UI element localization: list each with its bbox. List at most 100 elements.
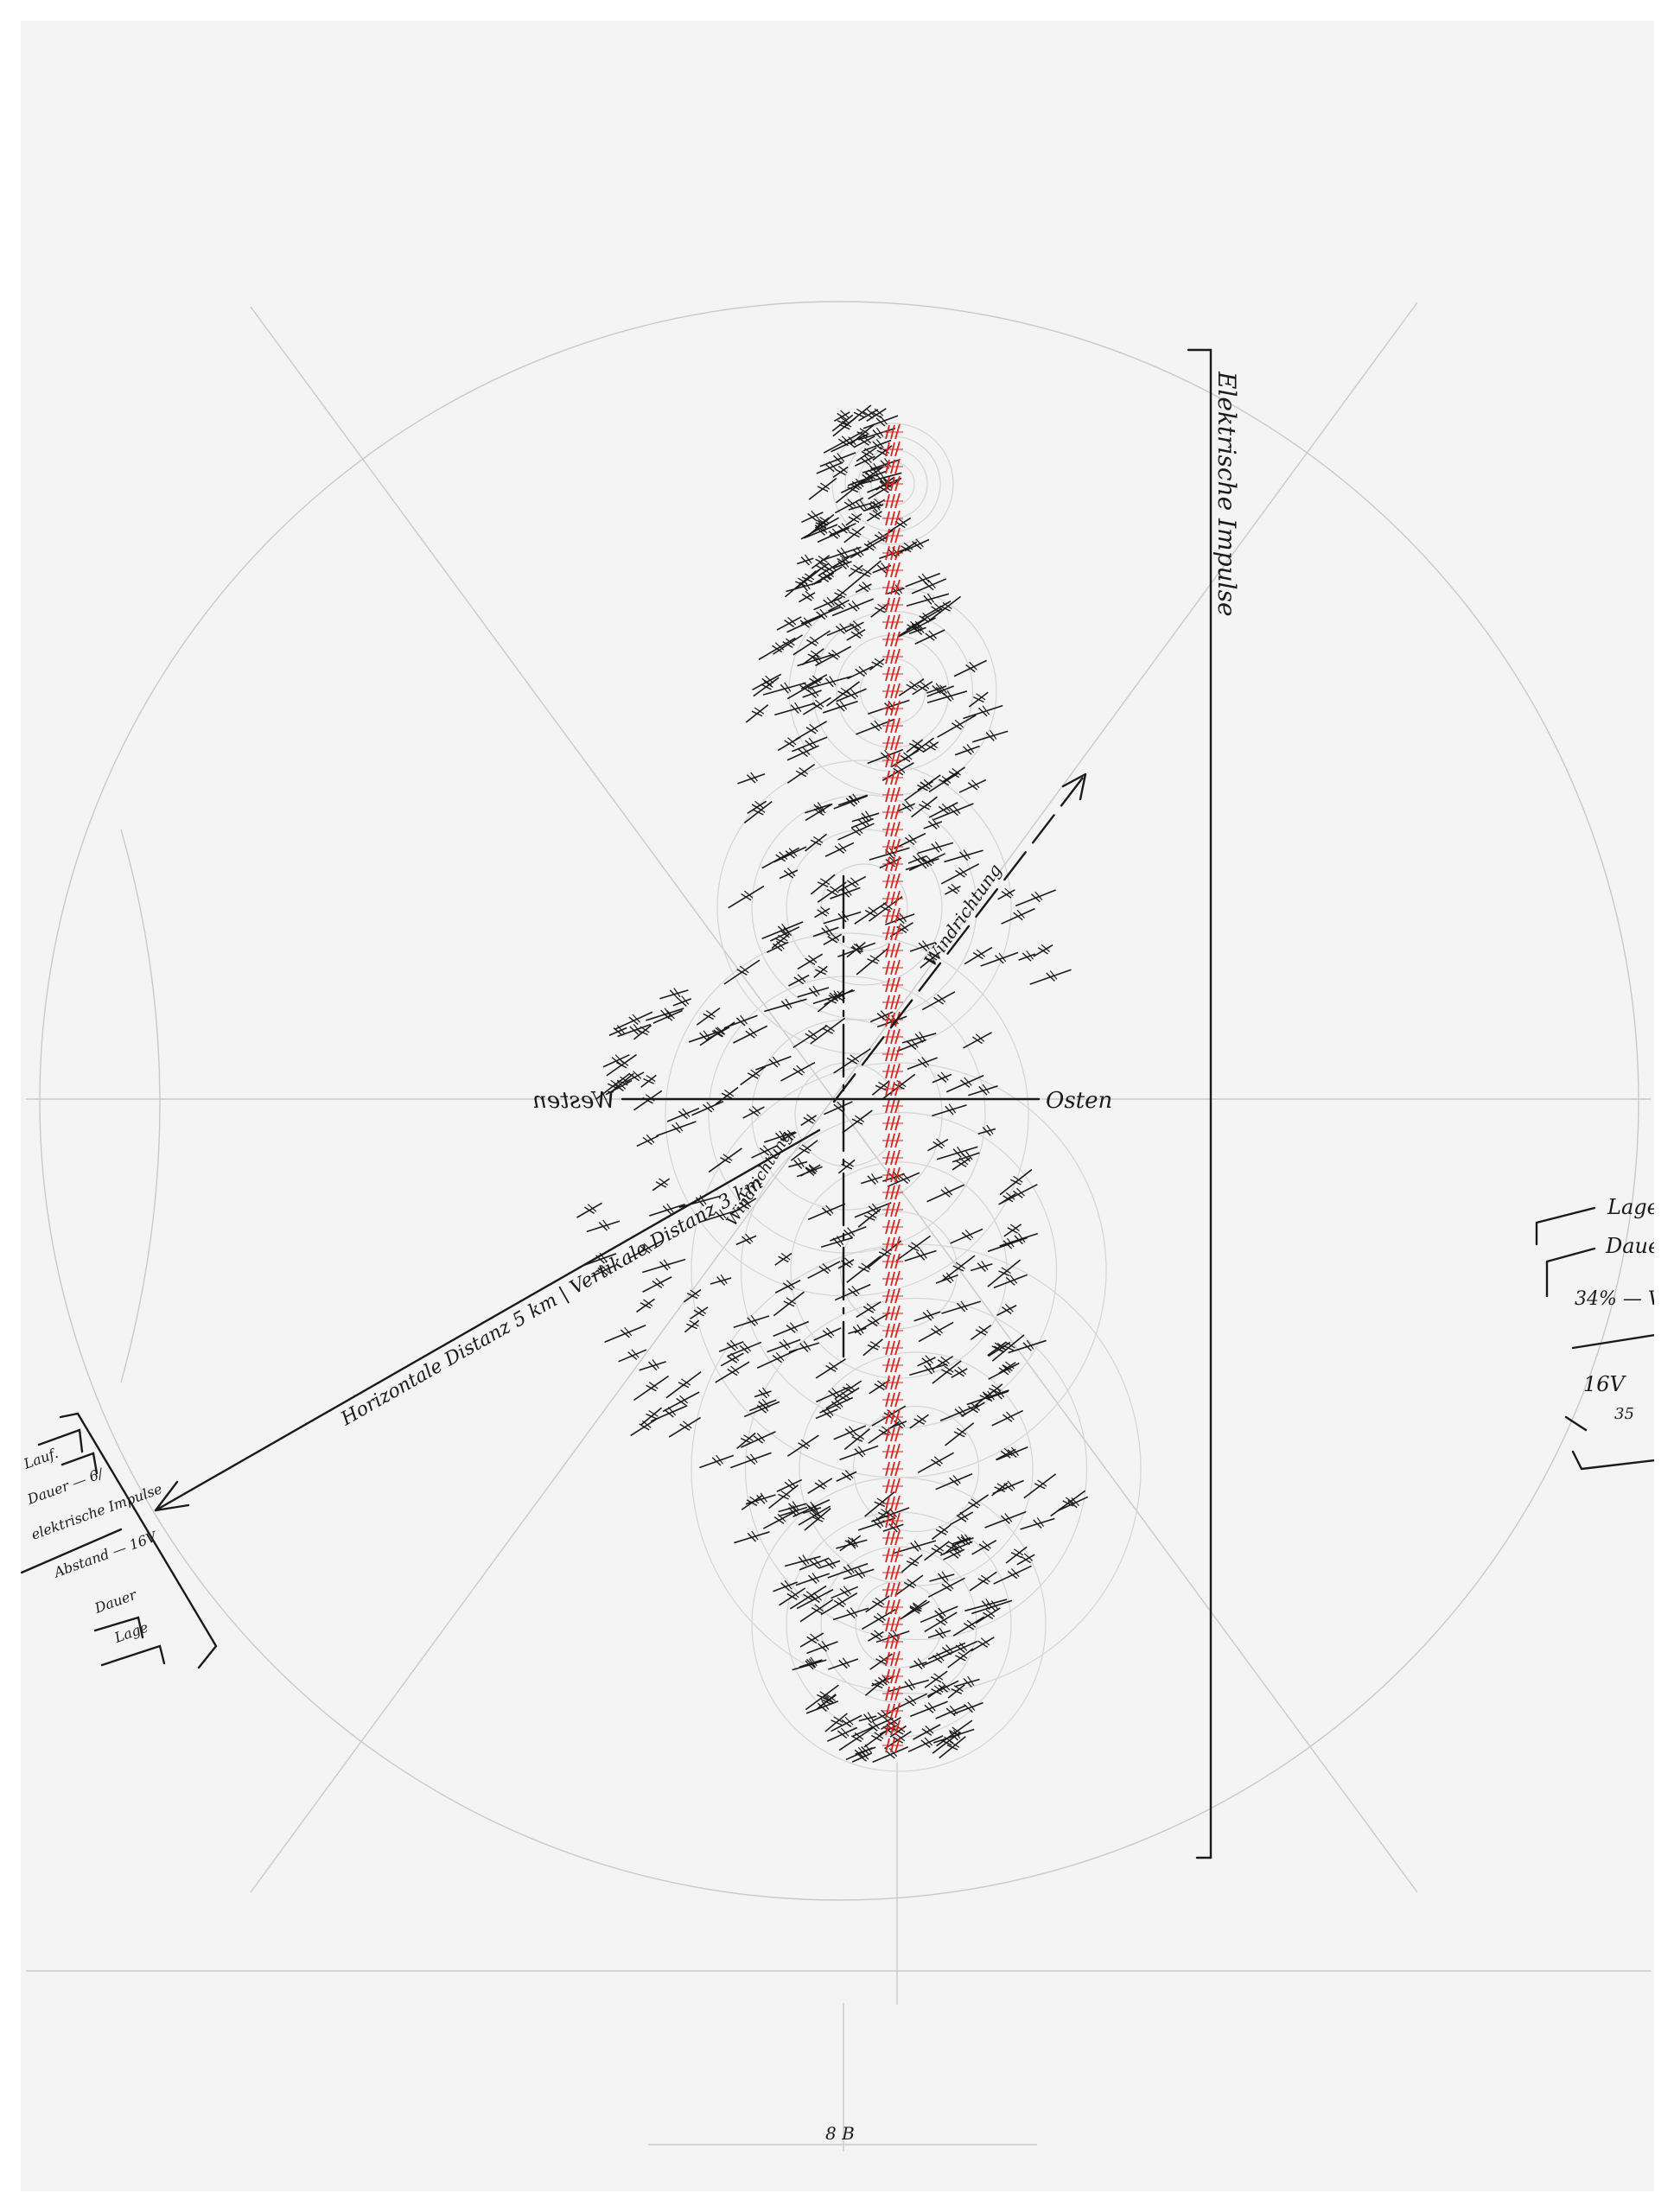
- mark-stroke: [961, 1231, 971, 1241]
- impulse-mark: [762, 682, 806, 696]
- impulse-mark: [690, 1306, 709, 1319]
- mark-stroke: [814, 653, 823, 664]
- mark-stroke: [941, 1571, 949, 1581]
- mark-stroke: [926, 593, 935, 603]
- red-impulse-mark: [882, 1391, 903, 1408]
- mark-stroke: [1005, 1361, 1015, 1370]
- mark-stroke: [783, 870, 794, 879]
- mark-stroke: [872, 441, 882, 450]
- impulse-mark: [969, 1571, 997, 1592]
- mark-stroke: [784, 682, 792, 692]
- mark-stroke: [895, 1733, 906, 1742]
- impulse-mark: [792, 736, 828, 753]
- mark-stroke: [1002, 1195, 1014, 1203]
- mark-stroke: [932, 818, 940, 828]
- impulse-mark: [970, 1260, 993, 1272]
- mark-stroke: [916, 624, 925, 633]
- red-impulse-mark: [882, 959, 903, 976]
- mark-stroke: [816, 611, 826, 620]
- impulse-mark: [854, 1202, 892, 1218]
- mark-stroke: [963, 746, 972, 755]
- impulse-mark: [844, 620, 864, 632]
- impulse-mark: [684, 1319, 700, 1333]
- red-impulse-mark: [882, 1322, 903, 1338]
- mark-stroke: [939, 779, 950, 786]
- mark-stroke: [617, 1081, 627, 1090]
- impulse-mark: [796, 1165, 823, 1178]
- mark-stroke: [821, 1640, 830, 1650]
- mark-stroke: [845, 798, 856, 807]
- mark-stroke: [975, 1033, 985, 1042]
- mark-stroke: [646, 1384, 657, 1392]
- impulse-mark: [708, 1147, 742, 1173]
- mark-stroke: [678, 1382, 690, 1389]
- red-impulse-mark: [882, 855, 903, 872]
- impulse-mark: [842, 1109, 873, 1134]
- impulse-mark: [576, 1202, 602, 1218]
- impulse-mark: [837, 823, 875, 841]
- mark-stroke: [948, 1541, 959, 1548]
- impulse-mark: [971, 1637, 995, 1652]
- impulse-mark: [917, 1452, 954, 1474]
- mark-stroke: [913, 746, 925, 753]
- mark-stroke: [601, 1264, 610, 1274]
- mark-stroke: [972, 1036, 983, 1045]
- mark-stroke: [840, 1727, 850, 1737]
- red-impulse-mark: [882, 838, 903, 855]
- mark-stroke: [955, 1541, 964, 1551]
- right-note-line: Dauer: [1605, 1234, 1654, 1258]
- mark-stroke: [851, 480, 862, 490]
- mark-stroke: [874, 1679, 885, 1687]
- impulse-mark: [799, 1632, 824, 1648]
- mark-stroke: [837, 412, 848, 421]
- mark-stroke: [749, 1453, 758, 1464]
- mark-stroke: [875, 1658, 887, 1665]
- impulse-mark: [810, 874, 836, 895]
- mark-stroke: [872, 1600, 883, 1608]
- mark-stroke: [859, 428, 870, 435]
- impulse-mark: [905, 572, 941, 588]
- mark-stroke: [646, 1134, 655, 1143]
- mark-stroke: [748, 1027, 758, 1037]
- mark-stroke: [824, 1560, 834, 1569]
- impulse-mark: [908, 624, 926, 636]
- mark-stroke: [899, 923, 909, 931]
- mark-stroke: [938, 1607, 946, 1617]
- mark-stroke: [918, 575, 928, 585]
- impulse-mark: [953, 659, 988, 677]
- red-impulse-mark: [882, 804, 903, 820]
- impulse-mark: [823, 932, 843, 945]
- impulse-mark: [805, 802, 831, 814]
- pencil-ring: [812, 610, 974, 772]
- impulse-mark: [662, 1391, 700, 1413]
- mark-stroke: [703, 1103, 713, 1113]
- wind-arrow: [832, 772, 1087, 1103]
- impulse-mark: [871, 1080, 890, 1096]
- mark-stroke: [703, 1013, 714, 1020]
- impulse-mark: [668, 1416, 702, 1438]
- mark-stroke: [936, 1652, 945, 1662]
- mark-stroke: [896, 765, 906, 773]
- impulse-mark: [683, 1288, 702, 1303]
- mark-stroke: [805, 554, 812, 564]
- mark-stroke: [854, 1433, 865, 1440]
- red-impulse-mark: [882, 907, 903, 924]
- impulse-mark: [961, 1402, 985, 1418]
- mark-stroke: [629, 1026, 640, 1035]
- mark-stroke: [823, 1695, 834, 1703]
- mark-stroke: [965, 664, 976, 673]
- impulse-mark: [1015, 889, 1056, 907]
- impulse-mark: [971, 1539, 997, 1555]
- mark-stroke: [848, 516, 860, 523]
- mark-stroke: [958, 1406, 967, 1415]
- impulse-mark: [906, 607, 943, 631]
- mark-stroke: [907, 1244, 920, 1252]
- mark-stroke: [982, 1084, 990, 1094]
- impulse-mark: [927, 1627, 952, 1639]
- mark-stroke: [903, 1581, 915, 1589]
- mark-stroke: [818, 521, 827, 531]
- mark-stroke: [915, 1251, 926, 1261]
- impulse-mark: [975, 1607, 1001, 1624]
- mark-stroke: [919, 1031, 926, 1041]
- mark-stroke: [858, 1266, 869, 1273]
